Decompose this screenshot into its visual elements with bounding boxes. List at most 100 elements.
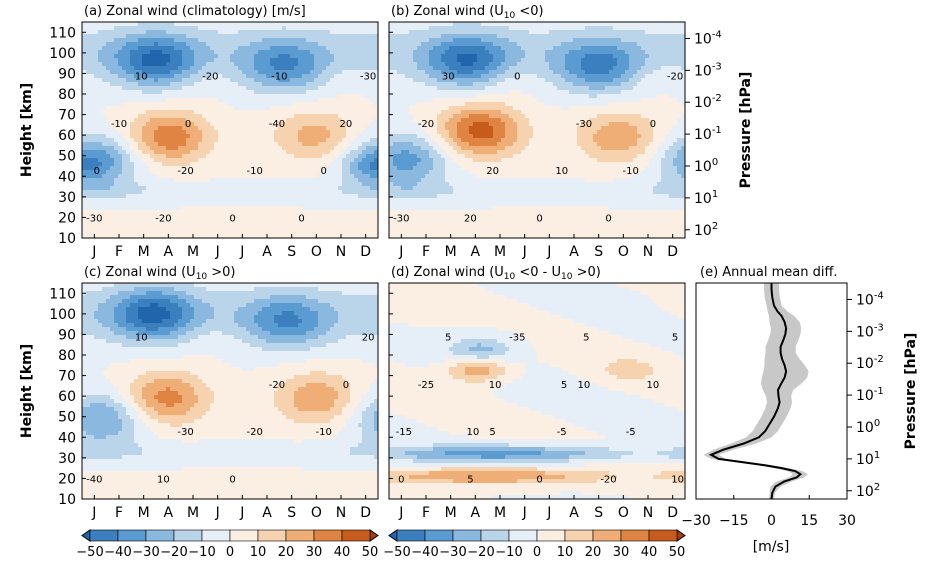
heat-cell — [314, 110, 319, 115]
heat-cell — [114, 194, 119, 199]
heat-cell — [210, 38, 215, 43]
heat-cell — [334, 114, 339, 119]
heat-cell — [370, 206, 375, 211]
heat-cell — [358, 26, 363, 31]
heat-cell — [326, 122, 331, 127]
heat-cell — [278, 30, 283, 35]
heat-cell — [162, 78, 167, 83]
heat-cell — [90, 22, 95, 27]
heat-cell — [409, 114, 414, 119]
heat-cell — [318, 226, 323, 231]
heat-cell — [342, 210, 347, 215]
heat-cell — [405, 38, 410, 43]
heat-cell — [158, 174, 163, 179]
heat-cell — [425, 126, 430, 131]
heat-cell — [393, 146, 398, 151]
heat-cell — [262, 50, 267, 55]
heat-cell — [202, 30, 207, 35]
heat-cell — [122, 190, 127, 195]
heat-cell — [202, 170, 207, 175]
heat-cell — [138, 190, 143, 195]
heat-cell — [218, 174, 223, 179]
heat-cell — [302, 202, 307, 207]
heat-cell — [298, 170, 303, 175]
heat-cell — [401, 178, 406, 183]
heat-cell — [122, 54, 127, 59]
heat-cell — [290, 194, 295, 199]
heat-cell — [158, 126, 163, 131]
heat-cell — [94, 222, 99, 227]
heat-cell — [238, 42, 243, 47]
heat-cell — [370, 198, 375, 203]
heat-cell — [445, 146, 450, 151]
heat-cell — [186, 234, 191, 238]
heat-cell — [126, 70, 131, 75]
heat-cell — [218, 182, 223, 187]
heat-cell — [246, 46, 251, 51]
heat-cell — [182, 194, 187, 199]
heat-cell — [453, 118, 458, 123]
heat-cell — [158, 154, 163, 159]
heat-cell — [238, 162, 243, 167]
heat-cell — [98, 134, 103, 139]
heat-cell — [202, 206, 207, 211]
heat-cell — [441, 138, 446, 143]
heat-cell — [106, 94, 111, 99]
heat-cell — [413, 58, 418, 63]
heat-cell — [362, 70, 367, 75]
heat-cell — [242, 214, 247, 219]
heat-cell — [433, 70, 438, 75]
heat-cell — [242, 142, 247, 147]
heat-cell — [114, 70, 119, 75]
heat-cell — [238, 182, 243, 187]
heat-cell — [230, 218, 235, 223]
heat-cell — [425, 142, 430, 147]
heat-cell — [425, 226, 430, 231]
heat-cell — [126, 114, 131, 119]
heat-cell — [449, 118, 454, 123]
heat-cell — [214, 114, 219, 119]
heat-cell — [413, 234, 418, 238]
heat-cell — [130, 118, 135, 123]
heat-cell — [346, 42, 351, 47]
heat-cell — [413, 222, 418, 227]
heat-cell — [290, 150, 295, 155]
heat-cell — [437, 74, 442, 79]
heat-cell — [214, 170, 219, 175]
heat-cell — [206, 138, 211, 143]
heat-cell — [230, 190, 235, 195]
heat-cell — [102, 34, 107, 39]
heat-cell — [318, 34, 323, 39]
heat-cell — [258, 202, 263, 207]
heat-cell — [437, 26, 442, 31]
heat-cell — [413, 154, 418, 159]
heat-cell — [122, 154, 127, 159]
heat-cell — [114, 178, 119, 183]
heat-cell — [90, 86, 95, 91]
heat-cell — [186, 162, 191, 167]
heat-cell — [294, 226, 299, 231]
heat-cell — [274, 42, 279, 47]
heat-cell — [338, 134, 343, 139]
heat-cell — [166, 198, 171, 203]
heat-cell — [222, 42, 227, 47]
heat-cell — [238, 74, 243, 79]
heat-cell — [266, 142, 271, 147]
heat-cell — [174, 62, 179, 67]
heat-cell — [358, 50, 363, 55]
heat-cell — [158, 190, 163, 195]
heat-cell — [298, 206, 303, 211]
heat-cell — [198, 66, 203, 71]
heat-cell — [214, 154, 219, 159]
heat-cell — [226, 110, 231, 115]
heat-cell — [362, 106, 367, 111]
heat-cell — [178, 158, 183, 163]
heat-cell — [401, 226, 406, 231]
heat-cell — [238, 50, 243, 55]
heat-cell — [158, 138, 163, 143]
heat-cell — [425, 134, 430, 139]
heat-cell — [138, 186, 143, 191]
heat-cell — [82, 126, 87, 131]
heat-cell — [114, 158, 119, 163]
heat-cell — [190, 90, 195, 95]
